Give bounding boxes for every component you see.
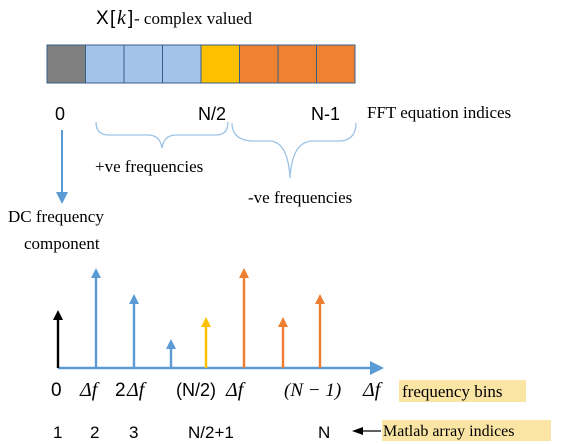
array-cell (200, 44, 240, 84)
title-suffix: - complex valued (134, 9, 253, 28)
dc-label-line2: component (24, 234, 100, 253)
spectrum-bar-arrowhead (315, 294, 325, 304)
array-cell (277, 44, 317, 84)
dc-arrow-head (56, 192, 68, 204)
spectrum-bars (53, 268, 325, 368)
positive-freq-label: +ve frequencies (95, 157, 203, 176)
spectrum-bar-arrowhead (278, 317, 288, 327)
spectrum-bar-arrowhead (91, 268, 101, 278)
spectrum-bar-arrowhead (166, 339, 176, 349)
array-cell (239, 44, 279, 84)
array-cells (46, 44, 356, 84)
title-prefix: X (96, 8, 109, 29)
spectrum-bar-arrowhead (129, 294, 139, 304)
positive-freq-brace (95, 121, 229, 149)
title-var: k (117, 7, 127, 29)
freq-label-half-df: Δf (225, 379, 246, 401)
freq-label-last-prefix: (N − 1) (284, 380, 341, 401)
frequency-axis-arrowhead (370, 361, 384, 375)
matlab-indices-label: Matlab array indices (383, 423, 515, 440)
fft-indices-label: FFT equation indices (367, 103, 511, 122)
freq-label-2df: Δf (126, 379, 147, 401)
matlab-index-2: 2 (90, 423, 99, 442)
array-cell (46, 44, 86, 84)
freq-label-last-df: Δf (362, 379, 383, 401)
freq-label-2df-coef: 2 (115, 380, 126, 401)
fft-index-half: N/2 (198, 104, 226, 124)
matlab-arrow-head (352, 427, 363, 435)
freq-label-df: Δf (79, 379, 100, 401)
freq-label-zero: 0 (51, 380, 62, 401)
frequency-bins-highlight (399, 380, 526, 402)
negative-freq-label: -ve frequencies (248, 188, 352, 207)
matlab-index-half: N/2+1 (188, 423, 234, 442)
title-bracket-close: ] (128, 8, 133, 29)
matlab-index-3: 3 (129, 423, 138, 442)
freq-label-half-prefix: (N/2) (176, 380, 216, 400)
frequency-bins-label: frequency bins (402, 382, 503, 401)
matlab-indices-highlight (382, 420, 551, 441)
matlab-index-last: N (318, 423, 330, 442)
array-cell (162, 44, 202, 84)
spectrum-bar-arrowhead (53, 310, 63, 320)
negative-freq-brace (231, 122, 357, 179)
array-cell (85, 44, 125, 84)
title-bracket-open: [ (110, 8, 116, 29)
fft-index-last: N-1 (311, 104, 340, 124)
array-cell (316, 44, 356, 84)
fft-index-zero: 0 (55, 104, 65, 124)
spectrum-bar-arrowhead (201, 317, 211, 327)
dc-label-line1: DC frequency (8, 207, 104, 226)
array-cell (123, 44, 163, 84)
spectrum-bar-arrowhead (239, 268, 249, 278)
matlab-index-1: 1 (53, 423, 62, 442)
